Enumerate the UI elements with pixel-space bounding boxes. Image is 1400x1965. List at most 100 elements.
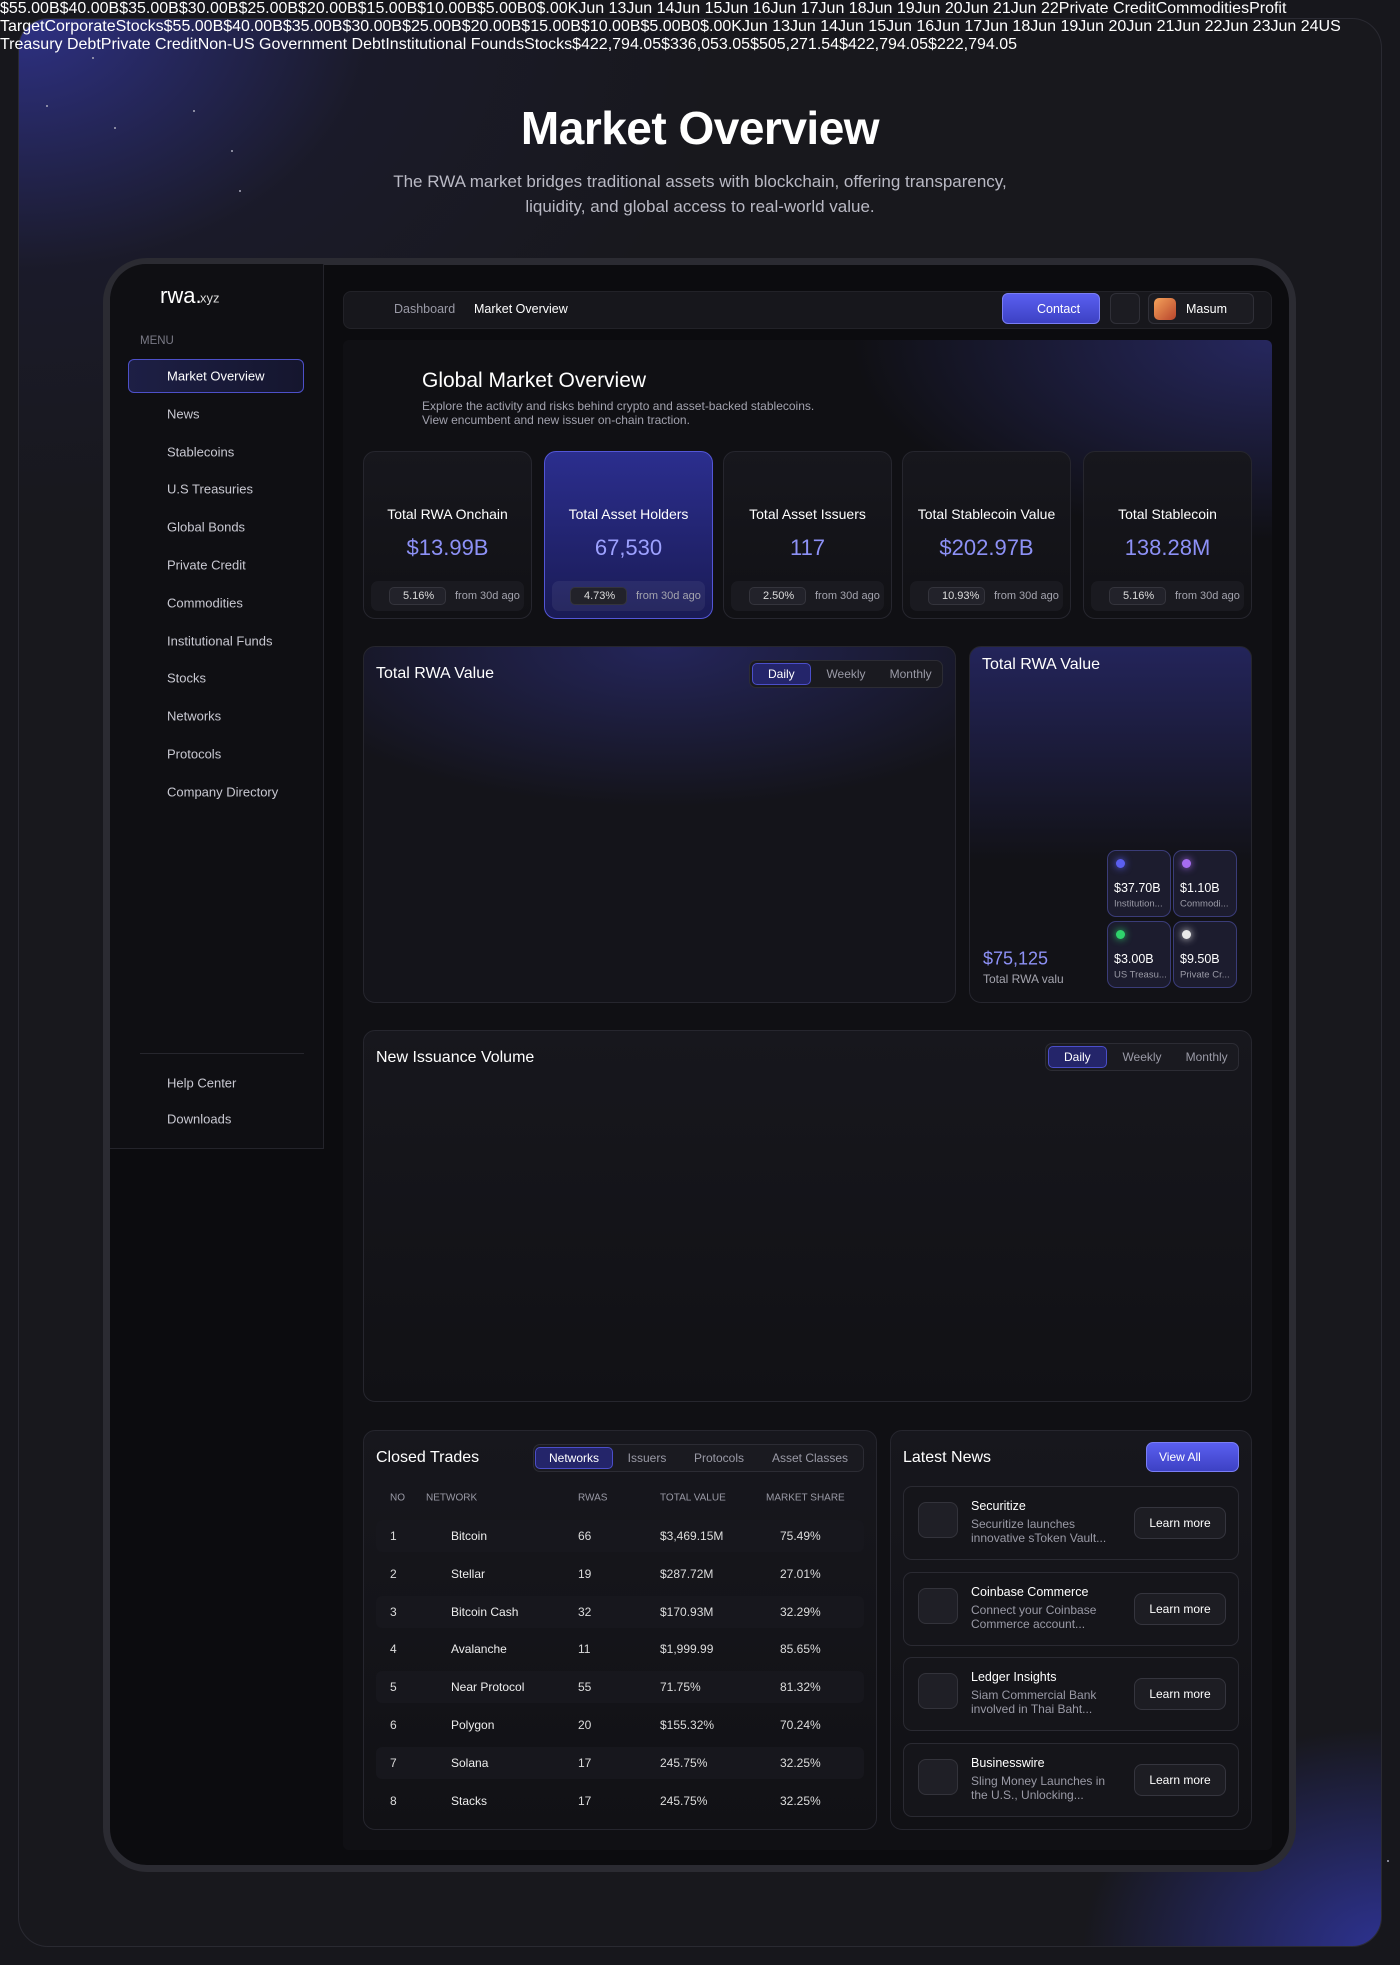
menu-active-bg bbox=[128, 359, 304, 393]
learn-more-label: Learn more bbox=[1149, 1516, 1211, 1530]
menu-item[interactable]: Private Credit bbox=[167, 557, 246, 573]
trades-tab[interactable]: Issuers bbox=[627, 1451, 667, 1465]
cell-no: 2 bbox=[390, 1566, 397, 1581]
x-tick-label: Jun 20 bbox=[914, 0, 963, 17]
menu-item[interactable]: Institutional Funds bbox=[167, 633, 273, 649]
sidebar-footer-item[interactable]: Help Center bbox=[167, 1075, 237, 1091]
cell-network: Stacks bbox=[451, 1793, 488, 1808]
y-tick-label: $55.00B bbox=[0, 0, 60, 17]
notification-button[interactable] bbox=[1110, 293, 1140, 324]
star bbox=[1387, 1860, 1389, 1862]
cell-total-value: $287.72M bbox=[660, 1566, 714, 1581]
pie-legend-dot bbox=[1116, 859, 1125, 868]
x-tick-label: Jun 19 bbox=[866, 0, 915, 17]
cell-rwas: 17 bbox=[578, 1793, 592, 1808]
cell-total-value: 245.75% bbox=[660, 1793, 708, 1808]
menu-item[interactable]: Global Bonds bbox=[167, 519, 246, 535]
section-title: Closed Trades bbox=[376, 1449, 480, 1466]
stat-note: from 30d ago bbox=[815, 590, 880, 602]
stat-label: Total Stablecoin bbox=[1118, 506, 1217, 522]
cell-network: Stellar bbox=[451, 1566, 486, 1581]
stat-value: $202.97B bbox=[939, 535, 1034, 560]
star bbox=[46, 105, 48, 107]
pie-total: $75,125 bbox=[983, 948, 1049, 969]
news-text: the U.S., Unlocking... bbox=[971, 1788, 1084, 1802]
learn-more-button[interactable] bbox=[1134, 1593, 1226, 1625]
news-text: Commerce account... bbox=[971, 1617, 1086, 1631]
cell-market-share: 32.25% bbox=[780, 1793, 821, 1808]
pie-value-label: $3.00B bbox=[1114, 952, 1154, 966]
menu-item[interactable]: Commodities bbox=[167, 595, 243, 611]
view-all-button[interactable] bbox=[1146, 1442, 1239, 1472]
bar-chart-tab[interactable]: Weekly bbox=[1122, 1050, 1162, 1064]
stat-change: 10.93% bbox=[942, 590, 980, 602]
page-title: Market Overview bbox=[520, 102, 880, 154]
stat-label: Total Stablecoin Value bbox=[917, 506, 1056, 522]
pie-legend-dot bbox=[1182, 859, 1191, 868]
learn-more-label: Learn more bbox=[1149, 1602, 1211, 1616]
menu-item[interactable]: U.S Treasuries bbox=[167, 481, 253, 497]
overview-description: View encumbent and new issuer on-chain t… bbox=[422, 413, 690, 427]
table-row-bg bbox=[376, 1520, 864, 1552]
cell-no: 5 bbox=[390, 1680, 397, 1695]
sidebar bbox=[110, 264, 324, 1149]
page-subtitle: The RWA market bridges traditional asset… bbox=[393, 172, 1007, 191]
pie-category: Institution... bbox=[1114, 898, 1163, 910]
news-icon bbox=[918, 1759, 958, 1795]
page-subtitle: liquidity, and global access to real-wor… bbox=[525, 197, 875, 216]
cell-market-share: 32.29% bbox=[780, 1604, 821, 1619]
star bbox=[114, 127, 116, 129]
cell-network: Polygon bbox=[451, 1718, 495, 1732]
trades-tab[interactable]: Networks bbox=[548, 1451, 600, 1465]
line-chart-tab[interactable]: Monthly bbox=[889, 667, 932, 681]
trades-tab[interactable]: Protocols bbox=[693, 1451, 745, 1465]
table-row-bg bbox=[376, 1595, 864, 1628]
cell-rwas: 11 bbox=[578, 1642, 591, 1657]
news-source: Ledger Insights bbox=[971, 1670, 1057, 1684]
contact-button[interactable] bbox=[1002, 293, 1100, 324]
menu-item[interactable]: Company Directory bbox=[167, 784, 279, 800]
menu-item[interactable]: Networks bbox=[167, 708, 222, 724]
stat-note: from 30d ago bbox=[636, 590, 701, 602]
menu-item[interactable]: News bbox=[167, 406, 200, 422]
cell-no: 7 bbox=[390, 1755, 397, 1770]
view-all-label: View All bbox=[1159, 1450, 1201, 1464]
pie-total-label: Total RWA valu bbox=[983, 972, 1064, 986]
overview-title: Global Market Overview bbox=[422, 369, 647, 392]
pie-legend-dot bbox=[1116, 930, 1125, 939]
menu-item[interactable]: Stablecoins bbox=[167, 444, 235, 460]
x-tick-label: Jun 22 bbox=[1010, 0, 1059, 17]
table-header: MARKET SHARE bbox=[766, 1492, 845, 1504]
star bbox=[231, 150, 233, 152]
line-chart-tab[interactable]: Daily bbox=[767, 667, 795, 681]
menu-item[interactable]: Market Overview bbox=[167, 368, 265, 384]
learn-more-button[interactable] bbox=[1134, 1764, 1226, 1796]
news-text: Connect your Coinbase bbox=[971, 1603, 1097, 1617]
news-icon bbox=[918, 1673, 958, 1709]
stat-note: from 30d ago bbox=[1175, 590, 1240, 602]
learn-more-label: Learn more bbox=[1149, 1687, 1211, 1701]
pie-value-label: $9.50B bbox=[1180, 952, 1220, 966]
y-tick-label: 0$.00K bbox=[527, 0, 579, 17]
line-chart-tab[interactable]: Weekly bbox=[826, 667, 866, 681]
stat-change-pill bbox=[570, 587, 627, 605]
menu-item[interactable]: Protocols bbox=[167, 746, 222, 762]
cell-rwas: 19 bbox=[578, 1566, 592, 1581]
cell-market-share: 27.01% bbox=[780, 1566, 821, 1581]
line-chart-tab-active bbox=[752, 663, 811, 685]
bar-chart-tab[interactable]: Daily bbox=[1063, 1050, 1091, 1064]
trades-tab[interactable]: Asset Classes bbox=[771, 1451, 849, 1465]
cell-network: Avalanche bbox=[451, 1642, 507, 1657]
bar-chart-tab[interactable]: Monthly bbox=[1185, 1050, 1228, 1064]
cell-rwas: 55 bbox=[578, 1680, 592, 1695]
sidebar-footer-item[interactable]: Downloads bbox=[167, 1111, 232, 1127]
user-avatar bbox=[1154, 298, 1176, 320]
learn-more-button[interactable] bbox=[1134, 1678, 1226, 1710]
section-title: Latest News bbox=[903, 1449, 992, 1466]
learn-more-button[interactable] bbox=[1134, 1507, 1226, 1539]
menu-item[interactable]: Stocks bbox=[167, 670, 207, 686]
trades-tab-active bbox=[535, 1447, 613, 1469]
stat-change-pill bbox=[749, 587, 806, 605]
cell-market-share: 32.25% bbox=[780, 1755, 821, 1770]
star bbox=[193, 110, 195, 112]
